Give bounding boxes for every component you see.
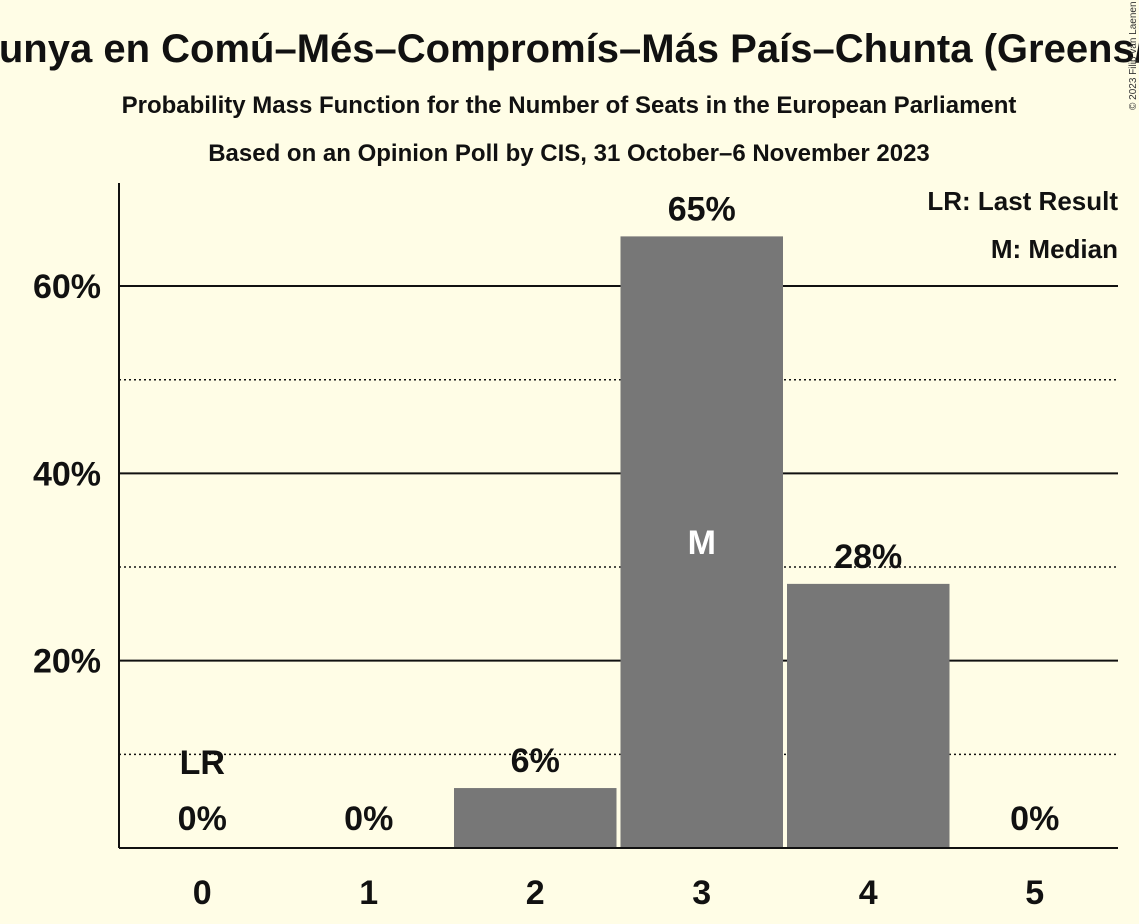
x-tick-label: 2 (526, 874, 545, 912)
axes: 0 1 2 3 4 5 (118, 183, 1118, 912)
legend-entry: LR: Last Result (927, 186, 1118, 216)
legend: LR: Last Result M: Median (927, 186, 1118, 264)
x-tick-label: 4 (859, 874, 878, 912)
bar-4 (787, 583, 950, 848)
grid-lines: 20% 40% 60% (33, 268, 1118, 756)
value-label: 28% (834, 538, 902, 576)
y-tick-label: 40% (33, 455, 101, 493)
chart-subtitle: Probability Mass Function for the Number… (122, 92, 1017, 119)
median-marker: M (688, 524, 716, 562)
bar-2 (454, 788, 617, 848)
y-tick-label: 20% (33, 643, 101, 681)
x-tick-label: 3 (692, 874, 711, 912)
last-result-marker: LR (180, 744, 225, 782)
bars (454, 236, 950, 848)
chart-subtitle-poll: Based on an Opinion Poll by CIS, 31 Octo… (208, 140, 930, 167)
value-label: 0% (1010, 800, 1059, 838)
bar-3 (620, 236, 783, 848)
copyright-note: © 2023 Filip van Laenen (1128, 1, 1139, 110)
value-label: 6% (511, 742, 560, 780)
y-tick-label: 60% (33, 268, 101, 306)
x-tick-label: 5 (1025, 874, 1044, 912)
x-tick-label: 1 (359, 874, 378, 912)
value-labels: 0% 0% 6% 65% 28% 0% LR M (178, 190, 1060, 838)
x-tick-label: 0 (193, 874, 212, 912)
chart-title: Catalunya en Comú–Més–Compromís–Más País… (0, 27, 1139, 71)
value-label: 0% (344, 800, 393, 838)
value-label: 65% (668, 190, 736, 228)
legend-entry: M: Median (991, 234, 1118, 264)
value-label: 0% (178, 800, 227, 838)
